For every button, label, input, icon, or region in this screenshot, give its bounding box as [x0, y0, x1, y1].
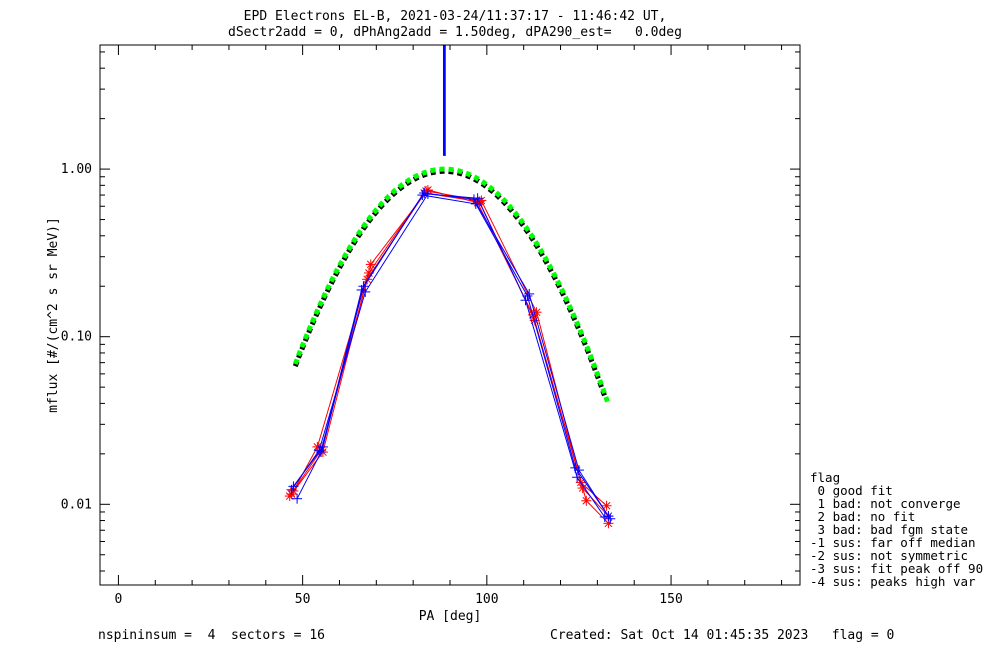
- blue-data-point: [605, 513, 616, 524]
- blue-data-point: [470, 198, 481, 209]
- y-axis-ticks: 0.01 0.10 1.00: [61, 51, 800, 572]
- blue-series-line: [296, 194, 611, 519]
- x-tick-label: 150: [659, 592, 682, 607]
- blue-data-point: [573, 465, 584, 476]
- red-data-point: [365, 259, 376, 270]
- flag-legend: flag 0 good fit 1 bad: not converge 2 ba…: [810, 471, 983, 588]
- blue-data-point: [314, 445, 325, 456]
- red-series-line: [289, 192, 609, 524]
- blue-series-line: [291, 193, 606, 518]
- footer-created-info: Created: Sat Oct 14 01:45:35 2023 flag =…: [550, 628, 895, 643]
- blue-data-point: [599, 511, 610, 522]
- legend-item: -1 sus: far off median: [810, 535, 976, 550]
- y-tick-label: 0.10: [61, 330, 92, 345]
- blue-data-point: [572, 472, 583, 483]
- legend-item: -4 sus: peaks high var: [810, 574, 976, 589]
- x-tick-label: 50: [295, 592, 311, 607]
- data-series: [284, 185, 616, 529]
- y-tick-label: 1.00: [61, 162, 92, 177]
- blue-data-point: [292, 493, 303, 504]
- x-axis-label: PA [deg]: [419, 609, 482, 624]
- footer-sector-info: nspininsum = 4 sectors = 16: [98, 628, 325, 643]
- vertical-marker: [442, 45, 446, 156]
- blue-series-line: [292, 192, 609, 517]
- red-data-point: [581, 495, 592, 506]
- y-tick-label: 0.01: [61, 497, 92, 512]
- blue-data-point: [360, 286, 371, 297]
- x-tick-label: 100: [475, 592, 498, 607]
- legend-title: flag: [810, 470, 841, 485]
- fit-curves: [292, 166, 611, 406]
- blue-data-point: [286, 484, 297, 495]
- blue-data-point: [358, 281, 369, 292]
- x-tick-label: 0: [115, 592, 123, 607]
- x-axis-ticks: 0 50 100 150: [115, 45, 783, 607]
- legend-item: -3 sus: fit peak off 90: [810, 561, 984, 576]
- legend-item: -2 sus: not symmetric: [810, 548, 969, 563]
- blue-data-point: [524, 288, 535, 299]
- legend-item: 2 bad: no fit: [810, 509, 916, 524]
- legend-item: 1 bad: not converge: [810, 496, 961, 511]
- y-axis-label: mflux [#/(cm^2 s sr MeV)]: [46, 217, 61, 413]
- green-fit-curve: [292, 166, 611, 406]
- plot-frame: [99, 44, 801, 586]
- blue-data-point: [520, 295, 531, 306]
- blue-data-point: [422, 189, 433, 200]
- legend-item: 0 good fit: [810, 483, 893, 498]
- red-data-point: [531, 307, 542, 318]
- chart-title-line1: EPD Electrons EL-B, 2021-03-24/11:37:17 …: [243, 9, 667, 24]
- red-data-point: [601, 500, 612, 511]
- blue-data-point: [472, 193, 483, 204]
- legend-item: 3 bad: bad fgm state: [810, 522, 969, 537]
- red-series-line: [292, 189, 609, 517]
- red-series-line: [291, 190, 607, 507]
- chart-title-line2: dSectr2add = 0, dPhAng2add = 1.50deg, dP…: [228, 25, 682, 40]
